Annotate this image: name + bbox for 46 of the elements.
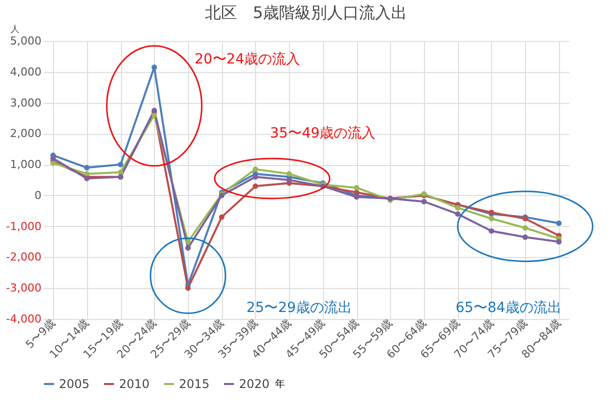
annotation: 20〜24歳の流入: [194, 52, 300, 68]
point: [152, 112, 158, 118]
annotation: 65〜84歳の流出: [456, 300, 562, 316]
y-tick-label: -1,000: [6, 220, 42, 233]
point: [488, 228, 494, 234]
legend-title: 年: [275, 378, 285, 390]
point: [421, 198, 427, 204]
y-tick-label: 5,000: [10, 34, 42, 48]
point: [218, 214, 224, 220]
point: [522, 234, 528, 240]
point: [84, 164, 90, 170]
y-tick-label: 4,000: [10, 65, 42, 78]
point: [286, 177, 292, 183]
legend-label: 2005: [59, 377, 90, 391]
point: [50, 156, 56, 162]
y-tick-label: -2,000: [6, 250, 42, 264]
y-tick-label: 1,000: [10, 158, 42, 172]
point: [152, 64, 158, 70]
chart-title: 北区 5歳階級別人口流入出: [204, 3, 408, 22]
point: [454, 205, 460, 211]
annotation: 25〜29歳の流出: [246, 300, 352, 316]
point: [252, 183, 258, 189]
legend-label: 2010: [119, 377, 150, 391]
point: [185, 245, 191, 251]
point: [354, 184, 360, 190]
point: [185, 285, 191, 291]
point: [84, 171, 90, 177]
y-tick-label: 0: [34, 188, 42, 202]
point: [556, 220, 562, 226]
y-tick-label: 2,000: [10, 127, 42, 140]
y-axis-title: 人: [10, 24, 20, 35]
point: [118, 162, 124, 168]
y-tick-label: -4,000: [6, 312, 42, 326]
point: [286, 171, 292, 177]
point: [454, 211, 460, 217]
point: [252, 174, 258, 180]
point: [185, 239, 191, 245]
point: [556, 239, 562, 245]
point: [522, 225, 528, 231]
y-tick-label: 3,000: [10, 96, 42, 110]
point: [252, 166, 258, 172]
y-tick-label: -3,000: [6, 282, 42, 295]
legend-label: 2015: [179, 377, 210, 391]
legend-label: 2020: [239, 377, 270, 391]
point: [488, 216, 494, 222]
annotation: 35〜49歳の流入: [270, 126, 376, 142]
